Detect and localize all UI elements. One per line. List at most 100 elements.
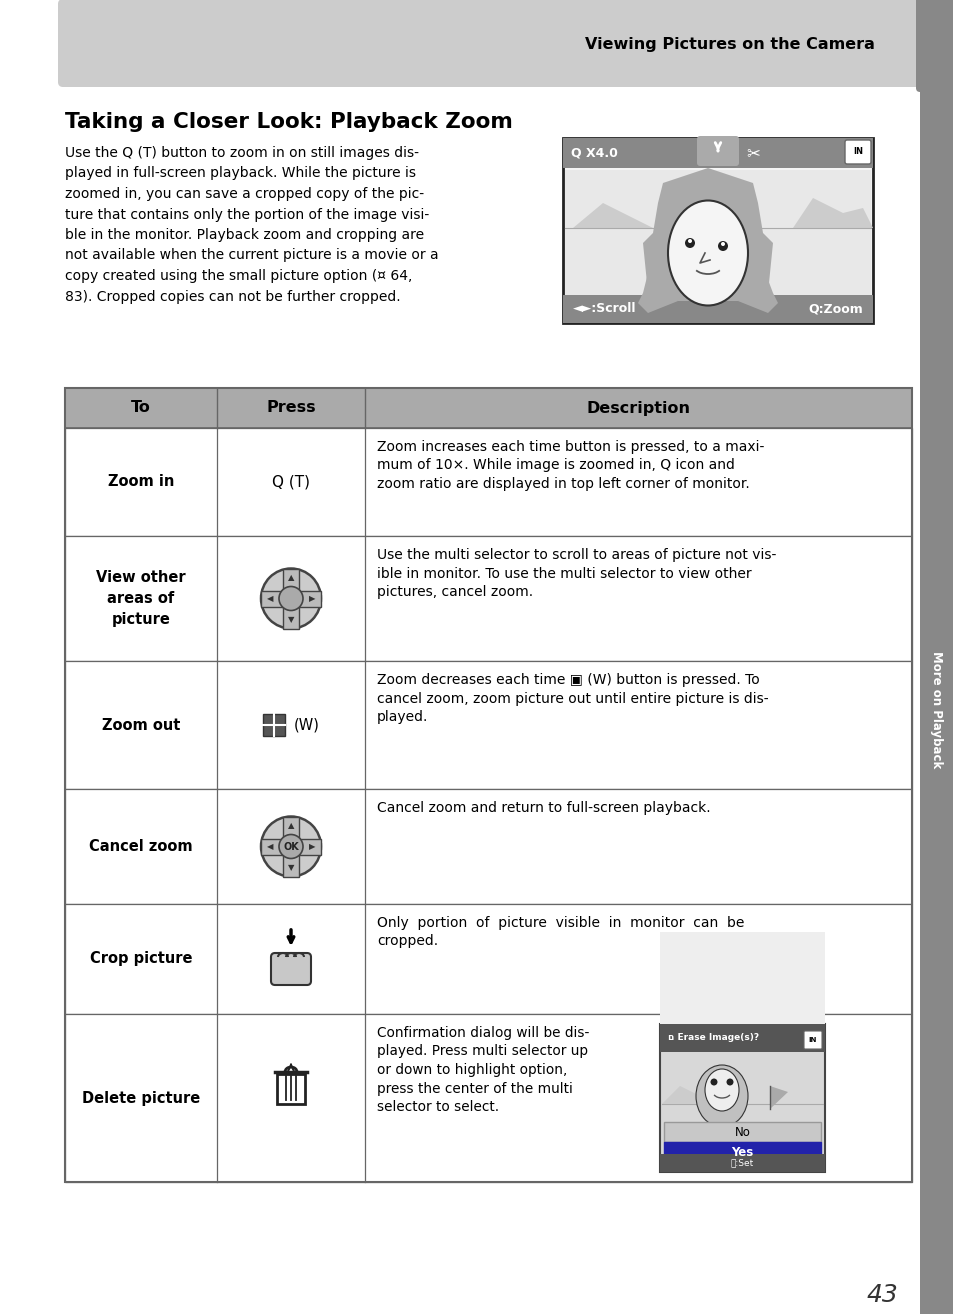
Text: pictures, cancel zoom.: pictures, cancel zoom. xyxy=(376,585,533,599)
Text: ◀: ◀ xyxy=(267,594,273,603)
Text: IN: IN xyxy=(808,1037,817,1043)
Bar xyxy=(663,1142,821,1162)
Ellipse shape xyxy=(667,201,747,305)
Text: ✂: ✂ xyxy=(745,145,760,162)
Polygon shape xyxy=(792,198,872,229)
Circle shape xyxy=(718,240,727,251)
Text: ▼: ▼ xyxy=(288,863,294,872)
Text: ▲: ▲ xyxy=(288,573,294,582)
Bar xyxy=(65,536,911,661)
Bar xyxy=(562,138,872,323)
Text: Use the multi selector to scroll to areas of picture not vis-: Use the multi selector to scroll to area… xyxy=(376,548,776,562)
Text: zoomed in, you can save a cropped copy of the pic-: zoomed in, you can save a cropped copy o… xyxy=(65,187,424,201)
Text: played.: played. xyxy=(376,710,428,724)
Polygon shape xyxy=(769,1085,787,1109)
Bar xyxy=(564,141,870,321)
Text: ture that contains only the portion of the image visi-: ture that contains only the portion of t… xyxy=(65,208,429,222)
Bar xyxy=(663,1122,821,1142)
Text: ◄►:Scroll: ◄►:Scroll xyxy=(573,302,636,315)
Text: or down to highlight option,: or down to highlight option, xyxy=(376,1063,567,1077)
Text: ם Erase Image(s)?: ם Erase Image(s)? xyxy=(667,1034,759,1042)
Ellipse shape xyxy=(704,1070,739,1112)
Text: Zoom out: Zoom out xyxy=(102,717,180,732)
Bar xyxy=(659,932,824,1053)
Text: Ⓢ:Set: Ⓢ:Set xyxy=(730,1159,753,1168)
Circle shape xyxy=(726,1079,733,1085)
Text: ◀: ◀ xyxy=(267,842,273,851)
Bar xyxy=(65,388,911,1183)
Bar xyxy=(276,1074,305,1104)
Polygon shape xyxy=(738,254,778,313)
Text: Cancel zoom and return to full-screen playback.: Cancel zoom and return to full-screen pl… xyxy=(376,802,710,815)
Bar xyxy=(659,1024,824,1053)
Text: Q (T): Q (T) xyxy=(272,474,310,490)
Text: Zoom increases each time button is pressed, to a maxi-: Zoom increases each time button is press… xyxy=(376,440,763,455)
Bar xyxy=(65,788,911,904)
Text: cropped.: cropped. xyxy=(376,934,437,949)
Text: Cancel zoom: Cancel zoom xyxy=(89,840,193,854)
Polygon shape xyxy=(573,202,652,229)
FancyBboxPatch shape xyxy=(844,141,870,164)
Text: press the center of the multi: press the center of the multi xyxy=(376,1081,572,1096)
Text: ▼: ▼ xyxy=(288,615,294,624)
Text: Description: Description xyxy=(586,401,690,415)
Bar xyxy=(659,1154,824,1172)
Text: mum of 10×. While image is zoomed in, Q icon and: mum of 10×. While image is zoomed in, Q … xyxy=(376,459,734,473)
Text: played. Press multi selector up: played. Press multi selector up xyxy=(376,1045,587,1059)
Text: More on Playback: More on Playback xyxy=(929,652,943,769)
Ellipse shape xyxy=(261,816,320,876)
Bar xyxy=(283,816,298,876)
Text: Only  portion  of  picture  visible  in  monitor  can  be: Only portion of picture visible in monit… xyxy=(376,916,743,930)
FancyBboxPatch shape xyxy=(915,0,953,92)
Polygon shape xyxy=(642,168,772,301)
Polygon shape xyxy=(638,254,678,313)
Bar xyxy=(65,904,911,1014)
Text: Confirmation dialog will be dis-: Confirmation dialog will be dis- xyxy=(376,1026,589,1039)
FancyBboxPatch shape xyxy=(803,1031,821,1049)
Text: played in full-screen playback. While the picture is: played in full-screen playback. While th… xyxy=(65,167,416,180)
Text: Crop picture: Crop picture xyxy=(90,951,193,967)
Text: OK: OK xyxy=(283,841,298,851)
Bar xyxy=(562,296,872,323)
Circle shape xyxy=(684,238,695,248)
Bar xyxy=(283,569,298,628)
Text: cancel zoom, zoom picture out until entire picture is dis-: cancel zoom, zoom picture out until enti… xyxy=(376,691,768,706)
Circle shape xyxy=(720,242,724,246)
Bar xyxy=(659,1024,824,1172)
Text: Zoom decreases each time ▣ (W) button is pressed. To: Zoom decreases each time ▣ (W) button is… xyxy=(376,673,759,687)
Text: copy created using the small picture option (¤ 64,: copy created using the small picture opt… xyxy=(65,269,412,283)
Text: Q:Zoom: Q:Zoom xyxy=(807,302,862,315)
Text: No: No xyxy=(734,1126,750,1138)
Text: Zoom in: Zoom in xyxy=(108,474,174,490)
Bar xyxy=(65,428,911,536)
Bar xyxy=(261,838,320,854)
Bar xyxy=(562,138,872,168)
Text: Press: Press xyxy=(266,401,315,415)
Circle shape xyxy=(710,1079,717,1085)
FancyBboxPatch shape xyxy=(271,953,311,986)
Text: Yes: Yes xyxy=(731,1146,753,1159)
Text: ble in the monitor. Playback zoom and cropping are: ble in the monitor. Playback zoom and cr… xyxy=(65,229,424,242)
FancyBboxPatch shape xyxy=(58,0,924,87)
Bar xyxy=(65,1014,911,1183)
Text: zoom ratio are displayed in top left corner of monitor.: zoom ratio are displayed in top left cor… xyxy=(376,477,749,491)
Bar xyxy=(919,0,953,1314)
FancyBboxPatch shape xyxy=(697,137,739,166)
Text: not available when the current picture is a movie or a: not available when the current picture i… xyxy=(65,248,438,263)
Bar xyxy=(65,388,911,428)
Text: ▲: ▲ xyxy=(288,821,294,830)
Bar xyxy=(263,714,285,736)
Polygon shape xyxy=(661,1085,714,1104)
Text: ▶: ▶ xyxy=(309,842,314,851)
Text: 43: 43 xyxy=(865,1282,897,1307)
Text: Use the Q (T) button to zoom in on still images dis-: Use the Q (T) button to zoom in on still… xyxy=(65,146,418,160)
Ellipse shape xyxy=(696,1066,747,1127)
Text: View other
areas of
picture: View other areas of picture xyxy=(96,570,186,627)
Bar xyxy=(564,170,870,321)
Circle shape xyxy=(278,834,303,858)
Text: Viewing Pictures on the Camera: Viewing Pictures on the Camera xyxy=(584,37,874,51)
Text: To: To xyxy=(131,401,151,415)
Bar xyxy=(65,661,911,788)
Ellipse shape xyxy=(261,569,320,628)
Text: ible in monitor. To use the multi selector to view other: ible in monitor. To use the multi select… xyxy=(376,566,751,581)
